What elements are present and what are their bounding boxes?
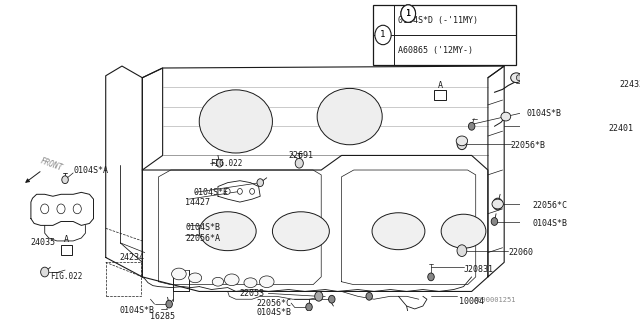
Ellipse shape [511,73,522,83]
Circle shape [428,273,435,281]
Text: 22056*B: 22056*B [511,141,546,150]
Text: 0104S*B: 0104S*B [256,308,291,317]
Circle shape [257,179,264,187]
Bar [373,5,516,65]
Text: A: A [64,236,69,244]
Text: 22433: 22433 [620,80,640,89]
Text: 16285: 16285 [150,312,175,320]
Circle shape [457,138,467,150]
Ellipse shape [244,278,257,288]
Text: 0104S*B: 0104S*B [120,306,154,316]
Ellipse shape [372,213,425,250]
Text: 0104S*D (-'11MY): 0104S*D (-'11MY) [397,16,477,25]
Ellipse shape [189,273,202,283]
Text: 14427: 14427 [186,197,211,207]
Circle shape [315,292,323,301]
Text: 1: 1 [380,30,386,39]
Bar [106,262,141,296]
Ellipse shape [199,212,256,251]
Circle shape [57,204,65,214]
Ellipse shape [212,277,223,286]
Circle shape [216,159,223,167]
Circle shape [468,123,475,130]
Ellipse shape [172,268,186,280]
Circle shape [375,25,391,45]
Circle shape [401,5,415,22]
Text: FIG.022: FIG.022 [210,159,242,168]
Text: A090001251: A090001251 [474,297,516,303]
Ellipse shape [501,112,511,121]
Ellipse shape [199,90,273,153]
Circle shape [457,245,467,256]
Ellipse shape [317,88,382,145]
Text: 0104S*E: 0104S*E [193,188,228,197]
Text: 22056*A: 22056*A [186,234,220,243]
Circle shape [225,188,230,194]
Text: 1: 1 [406,9,411,18]
Circle shape [166,300,172,308]
Text: 10004: 10004 [460,297,484,306]
Text: 22060: 22060 [508,248,533,257]
Circle shape [401,5,415,22]
Text: FRONT: FRONT [39,156,64,173]
Text: 1: 1 [406,9,411,18]
Text: 22056*C: 22056*C [256,299,291,308]
Ellipse shape [441,214,486,248]
Circle shape [306,303,312,311]
Text: 22691: 22691 [289,151,314,160]
Circle shape [295,158,303,168]
Text: A60865 ('12MY-): A60865 ('12MY-) [397,46,473,55]
Text: 0104S*A: 0104S*A [73,165,108,174]
Ellipse shape [225,274,239,286]
Bar [61,245,72,254]
Circle shape [41,204,49,214]
Text: J20831: J20831 [463,265,493,274]
Text: FIG.022: FIG.022 [51,272,83,281]
Ellipse shape [259,276,274,288]
Circle shape [250,188,255,194]
Text: A: A [438,81,442,90]
Text: 0104S*B: 0104S*B [186,223,220,232]
Text: 22401: 22401 [608,124,633,133]
Circle shape [237,188,243,194]
Circle shape [62,176,68,184]
Circle shape [41,267,49,277]
Circle shape [491,218,498,225]
Ellipse shape [456,136,468,146]
Text: 24035: 24035 [31,238,56,247]
Text: 22056*C: 22056*C [532,202,568,211]
Circle shape [73,204,81,214]
Text: 22053: 22053 [239,289,264,298]
Ellipse shape [492,199,504,209]
Circle shape [516,75,521,81]
Bar [435,90,445,100]
Text: 0104S*B: 0104S*B [527,109,562,118]
Text: 0104S*B: 0104S*B [532,219,568,228]
Ellipse shape [273,212,330,251]
Circle shape [493,198,502,210]
Text: 24234: 24234 [120,253,145,262]
Circle shape [328,295,335,303]
Circle shape [366,292,372,300]
